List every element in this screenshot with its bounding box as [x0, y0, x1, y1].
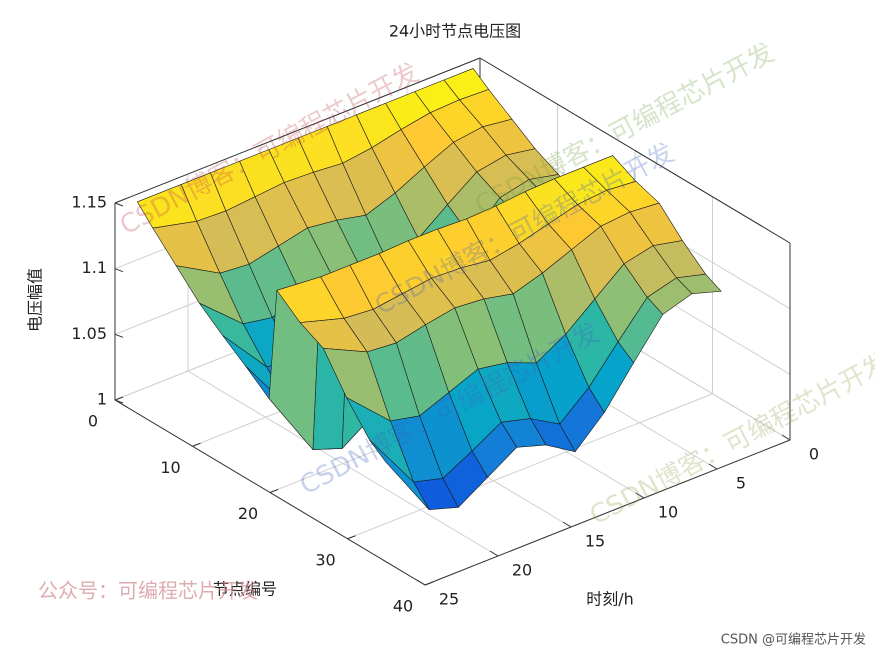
tick-mark — [114, 268, 124, 273]
tick-mark — [114, 202, 124, 207]
axis-line — [114, 57, 481, 204]
surface — [136, 68, 722, 511]
grid-line — [347, 393, 713, 540]
tick-mark — [114, 396, 124, 401]
tick-mark — [424, 581, 434, 586]
z-tick-label: 1.15 — [71, 193, 107, 212]
z-tick-label: 1.05 — [71, 324, 107, 343]
watermark: CSDN博客：可编程芯片开发 — [585, 348, 875, 531]
z-axis-label: 电压幅值 — [26, 268, 45, 332]
x-tick-label: 20 — [238, 504, 258, 523]
tick-mark — [489, 550, 499, 557]
tick-mark — [708, 463, 718, 470]
x-tick-label: 40 — [393, 597, 413, 616]
y-tick-label: 0 — [809, 445, 819, 464]
grid-line — [187, 370, 499, 557]
y-tick-label: 5 — [736, 474, 746, 493]
axis-line — [424, 439, 791, 586]
x-tick-label: 0 — [88, 412, 98, 431]
y-tick-label: 15 — [585, 532, 605, 551]
y-tick-label: 25 — [439, 590, 459, 609]
tick-mark — [781, 434, 791, 441]
footer-credit: CSDN @可编程芯片开发 — [721, 632, 866, 648]
x-axis-label: 节点编号 — [213, 580, 277, 599]
z-tick-label: 1 — [97, 390, 107, 409]
tick-mark — [114, 333, 124, 338]
tick-mark — [562, 521, 572, 528]
surface-cell — [369, 440, 430, 510]
watermark: 公众号：可编程芯片开发 — [38, 579, 258, 603]
y-tick-label: 20 — [512, 561, 532, 580]
y-axis-label: 时刻/h — [586, 590, 634, 609]
axis-line — [479, 57, 791, 244]
tick-mark — [347, 535, 356, 540]
x-tick-label: 30 — [315, 550, 335, 569]
x-tick-label: 10 — [160, 458, 180, 477]
tick-mark — [635, 492, 645, 499]
chart-title: 24小时节点电压图 — [389, 22, 521, 41]
tick-mark — [114, 399, 124, 404]
y-tick-label: 10 — [658, 503, 678, 522]
z-tick-label: 1.1 — [82, 258, 107, 277]
tick-mark — [269, 489, 279, 493]
tick-mark — [192, 442, 201, 447]
tick-mark — [416, 579, 426, 586]
